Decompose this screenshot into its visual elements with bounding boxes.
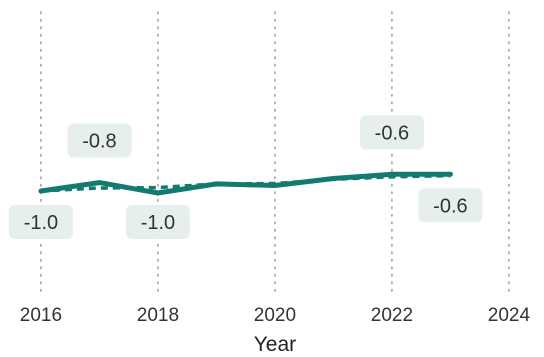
data-label-box (125, 204, 190, 239)
data-label-box (67, 123, 132, 158)
data-label-1: -0.8 (67, 123, 132, 158)
data-label-0: -1.0 (8, 204, 73, 239)
data-label-text: -0.6 (375, 122, 409, 144)
data-label-4: -0.6 (418, 188, 483, 223)
x-tick-label: 2016 (20, 305, 62, 326)
data-label-text: -1.0 (141, 212, 175, 234)
x-axis-title: Year (254, 333, 296, 356)
x-tick-labels: 2016 2018 2020 2022 2024 (20, 305, 531, 326)
data-label-box (8, 204, 73, 239)
data-label-2: -1.0 (125, 204, 190, 239)
x-tick-label: 2020 (254, 305, 296, 326)
data-label-box (418, 188, 483, 223)
x-gridlines (40, 11, 510, 296)
data-label-box (359, 115, 424, 150)
solid-series-line (38, 171, 453, 196)
x-tick-label: 2018 (137, 305, 179, 326)
series-lines (38, 171, 453, 196)
data-label-3: -0.6 (359, 115, 424, 150)
data-labels: -1.0 -0.8 -1.0 -0.6 -0.6 (8, 115, 483, 239)
x-tick-label: 2024 (488, 305, 531, 326)
data-label-text: -0.8 (82, 131, 116, 153)
x-tick-label: 2022 (371, 305, 413, 326)
data-label-text: -0.6 (433, 195, 467, 217)
data-label-text: -1.0 (24, 212, 58, 234)
